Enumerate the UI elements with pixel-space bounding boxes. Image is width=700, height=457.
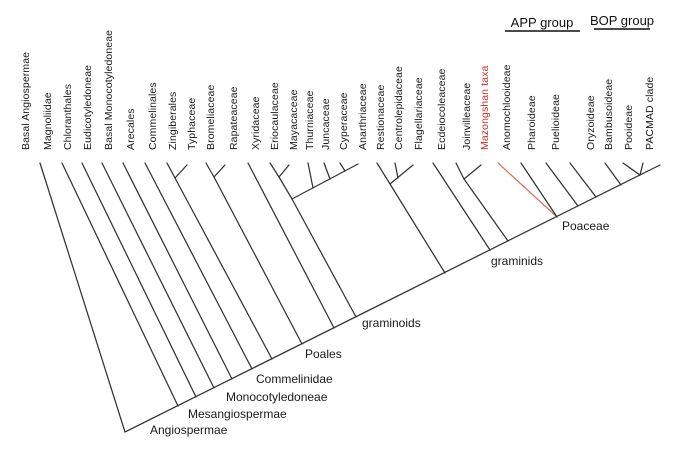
branch-basal-angiospermae bbox=[39, 162, 126, 433]
taxon-label-restionaceae: Restionaceae bbox=[375, 84, 387, 150]
taxon-label-pacmad-clade: PACMAD clade bbox=[644, 76, 656, 150]
taxon-label-flagellariaceae: Flagellariaceae bbox=[413, 77, 425, 150]
branch-juncaceae bbox=[339, 162, 346, 172]
branch-xyridaceae bbox=[269, 162, 280, 178]
taxon-label-eudicotyledoneae: Eudicotyledoneae bbox=[82, 64, 94, 150]
taxon-label-commelinales: Commelinales bbox=[147, 82, 159, 150]
taxon-label-bambusoideae: Bambusoideae bbox=[603, 78, 615, 150]
taxon-label-anomochlooideae: Anomochlooideae bbox=[501, 64, 513, 150]
branch-arecales bbox=[144, 162, 253, 370]
branch-xyridaceae-eriocaulaceae-stem bbox=[278, 176, 293, 200]
branch-mazongshan-taxa bbox=[497, 162, 558, 218]
clade-label-mesangiospermae: Mesangiospermae bbox=[188, 407, 287, 421]
branch-anomochlooideae bbox=[520, 162, 558, 218]
taxon-label-centrolepidaceae: Centrolepidaceae bbox=[393, 66, 405, 150]
taxon-label-basal-monocotyledoneae: Basal Monocotyledoneae bbox=[103, 29, 115, 150]
branch-chloranthales bbox=[81, 162, 197, 398]
branch-restiid-stem bbox=[389, 183, 446, 274]
taxon-label-pharoideae: Pharoideae bbox=[526, 95, 538, 150]
taxon-label-oryzoideae: Oryzoideae bbox=[585, 95, 597, 150]
branch-rapateaceae bbox=[247, 162, 335, 329]
branch-zingiberales bbox=[174, 164, 188, 179]
taxon-label-eriocaulaceae: Eriocaulaceae bbox=[269, 82, 281, 150]
clade-label-graminids: graminids bbox=[491, 254, 544, 268]
branch-bromeliaceae bbox=[213, 164, 226, 178]
taxon-label-chloranthales: Chloranthales bbox=[62, 83, 74, 150]
taxon-label-bromeliaceae: Bromeliaceae bbox=[205, 84, 217, 150]
branch-pooideae bbox=[639, 162, 644, 176]
branch-backbone bbox=[124, 164, 661, 433]
branch-puelioideae bbox=[569, 162, 597, 198]
taxon-label-puelioideae: Puelioideae bbox=[550, 94, 562, 150]
bop-group-underline bbox=[594, 28, 650, 30]
taxon-label-ecdeiocoleaceae: Ecdeiocoleaceae bbox=[436, 68, 448, 150]
clade-label-angiospermae: Angiospermae bbox=[150, 423, 228, 437]
branch-magnoliidae bbox=[61, 162, 179, 407]
taxon-label-arecales: Arecales bbox=[125, 108, 137, 150]
branch-oryzoideae bbox=[604, 162, 622, 186]
taxon-label-magnoliidae: Magnoliidae bbox=[42, 92, 54, 150]
taxon-label-rapateaceae: Rapateaceae bbox=[228, 86, 240, 150]
taxon-label-basal-angiospermae: Basal Angiospermae bbox=[20, 51, 32, 150]
branch-ecdeiocoleaceae bbox=[455, 162, 465, 180]
clade-label-monocotyledoneae: Monocotyledoneae bbox=[226, 390, 328, 404]
branch-joinvilleaceae bbox=[463, 164, 482, 180]
app-group-label: APP group bbox=[510, 15, 574, 30]
branch-bambusoideae bbox=[622, 162, 641, 176]
clade-label-commelinidae: Commelinidae bbox=[256, 372, 333, 386]
taxon-label-cyperaceae: Cyperaceae bbox=[338, 92, 350, 150]
taxon-label-pooideae: Pooideae bbox=[623, 104, 635, 150]
branch-cyperid-stem bbox=[291, 198, 357, 318]
branch-basal-monocotyledoneae bbox=[122, 162, 233, 380]
branch-restionaceae-centrolepidaceae-connector bbox=[389, 164, 414, 185]
taxon-label-juncaceae: Juncaceae bbox=[320, 98, 332, 150]
branch-typhaceae-bromeliaceae-stem bbox=[213, 176, 303, 345]
branch-mayacaceae bbox=[307, 162, 314, 189]
branch-anarthriaceae bbox=[376, 162, 391, 185]
clade-label-poales: Poales bbox=[305, 347, 342, 361]
branch-eriocaulaceae bbox=[278, 164, 290, 178]
branch-typhaceae bbox=[205, 162, 215, 178]
branch-flagellariaceae bbox=[432, 162, 491, 251]
taxon-label-joinvilleaceae: Joinvilleaceae bbox=[461, 82, 473, 150]
taxon-label-mayacaceae: Mayacaceae bbox=[288, 89, 300, 150]
clade-label-graminoids: graminoids bbox=[362, 316, 421, 330]
taxon-label-typhaceae: Typhaceae bbox=[186, 97, 198, 150]
branch-eudicotyledoneae bbox=[101, 162, 215, 389]
clade-label-poaceae: Poaceae bbox=[562, 219, 610, 233]
taxon-label-xyridaceae: Xyridaceae bbox=[250, 96, 262, 150]
branch-restionaceae bbox=[394, 162, 399, 179]
taxon-label-zingiberales: Zingiberales bbox=[167, 91, 179, 150]
branch-pharoideae bbox=[545, 162, 579, 207]
taxon-label-anarthriaceae: Anarthriaceae bbox=[357, 83, 369, 150]
branch-thurniaceae bbox=[323, 162, 331, 180]
bop-group-label: BOP group bbox=[589, 13, 655, 28]
branch-commelinales bbox=[166, 162, 176, 179]
app-group-underline bbox=[505, 30, 580, 32]
branch-ecdeiocoleaceae-joinvilleaceae-stem bbox=[463, 178, 509, 242]
taxon-label-thurniaceae: Thurniaceae bbox=[304, 90, 316, 150]
branch-cyperid-mini-backbone bbox=[291, 163, 359, 200]
taxon-label-mazongshan-taxa: Mazongshan taxa bbox=[479, 65, 491, 150]
branch-commelinales-zingiberales-stem bbox=[174, 177, 273, 360]
